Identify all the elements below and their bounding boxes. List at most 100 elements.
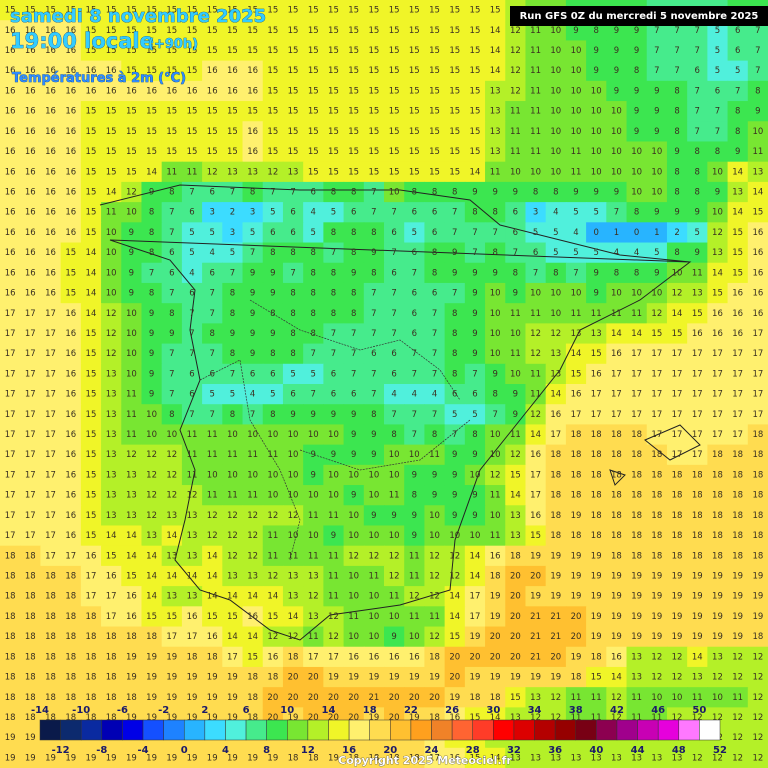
temp-value: 10 bbox=[490, 289, 501, 299]
temp-value: 14 bbox=[490, 26, 501, 36]
temp-value: 13 bbox=[752, 167, 763, 177]
temp-value: 9 bbox=[250, 329, 255, 339]
temp-cell bbox=[444, 222, 466, 244]
temp-cell bbox=[40, 40, 62, 62]
colorbar-label: 26 bbox=[445, 705, 459, 716]
temp-value: 8 bbox=[351, 289, 356, 299]
temp-value: 9 bbox=[129, 289, 134, 299]
temp-value: 12 bbox=[267, 511, 278, 521]
temp-value: 10 bbox=[348, 632, 359, 642]
temp-cell bbox=[60, 384, 82, 405]
temp-cell bbox=[626, 101, 648, 122]
temp-value: 9 bbox=[311, 470, 316, 480]
temp-cell bbox=[707, 202, 729, 223]
temp-cell bbox=[525, 262, 547, 284]
temp-cell bbox=[80, 343, 102, 365]
temp-value: 12 bbox=[752, 713, 763, 723]
temp-cell bbox=[626, 40, 648, 62]
temp-value: 7 bbox=[351, 349, 356, 359]
temp-value: 14 bbox=[449, 592, 460, 602]
temp-value: 6 bbox=[432, 289, 437, 299]
temp-cell bbox=[606, 262, 628, 284]
temp-cell bbox=[262, 323, 284, 345]
temp-value: 5 bbox=[189, 228, 194, 238]
temp-value: 8 bbox=[391, 430, 396, 440]
temp-value: 18 bbox=[45, 632, 56, 642]
temp-cell bbox=[343, 303, 365, 324]
temp-value: 16 bbox=[247, 612, 258, 622]
temp-value: 5 bbox=[573, 248, 578, 258]
temp-value: 8 bbox=[351, 248, 356, 258]
temp-value: 15 bbox=[288, 147, 299, 157]
temp-cell bbox=[141, 161, 163, 183]
temp-value: 13 bbox=[106, 369, 117, 379]
temp-value: 10 bbox=[348, 531, 359, 541]
temp-value: 17 bbox=[631, 349, 642, 359]
temp-value: 7 bbox=[432, 329, 437, 339]
temp-value: 10 bbox=[308, 430, 319, 440]
temp-cell bbox=[727, 80, 749, 102]
temp-cell bbox=[323, 384, 345, 405]
temp-cell bbox=[626, 262, 648, 284]
temp-value: 16 bbox=[25, 167, 36, 177]
temp-value: 18 bbox=[591, 531, 602, 541]
temp-value: 17 bbox=[5, 329, 16, 339]
temp-value: 10 bbox=[288, 430, 299, 440]
temp-value: 10 bbox=[631, 147, 642, 157]
temp-cell bbox=[121, 384, 143, 405]
temp-cell bbox=[262, 20, 284, 42]
temp-cell bbox=[464, 303, 486, 324]
temp-value: 19 bbox=[611, 632, 622, 642]
temp-value: 8 bbox=[290, 309, 295, 319]
temp-value: 18 bbox=[490, 572, 501, 582]
temp-cell bbox=[666, 121, 688, 143]
temp-value: 17 bbox=[732, 410, 743, 420]
temp-value: 10 bbox=[530, 289, 541, 299]
temp-value: 15 bbox=[65, 289, 76, 299]
temp-value: 12 bbox=[389, 572, 400, 582]
temp-value: 15 bbox=[86, 430, 97, 440]
temp-cell bbox=[141, 101, 163, 122]
temp-value: 16 bbox=[65, 127, 76, 137]
temp-value: 16 bbox=[611, 349, 622, 359]
temp-value: 9 bbox=[391, 632, 396, 642]
temp-value: 15 bbox=[470, 86, 481, 96]
temp-value: 17 bbox=[651, 369, 662, 379]
temp-value: 10 bbox=[510, 329, 521, 339]
temp-cell bbox=[363, 384, 385, 405]
temp-value: 7 bbox=[371, 208, 376, 218]
temp-value: 9 bbox=[654, 208, 659, 218]
temp-value: 17 bbox=[308, 652, 319, 662]
temp-cell bbox=[60, 222, 82, 244]
temp-value: 19 bbox=[227, 673, 238, 683]
temp-value: 7 bbox=[230, 268, 235, 278]
temp-cell bbox=[565, 262, 587, 284]
temp-value: 16 bbox=[187, 612, 198, 622]
temp-value: 17 bbox=[45, 329, 56, 339]
temp-value: 18 bbox=[5, 673, 16, 683]
temp-value: 9 bbox=[654, 268, 659, 278]
temp-value: 15 bbox=[328, 66, 339, 76]
temp-value: 18 bbox=[611, 470, 622, 480]
temp-value: 18 bbox=[732, 450, 743, 460]
temp-cell bbox=[161, 40, 183, 62]
colorbar-swatch bbox=[616, 719, 638, 741]
temp-value: 15 bbox=[308, 127, 319, 137]
temp-cell bbox=[485, 222, 506, 244]
temp-cell bbox=[444, 60, 466, 82]
temp-cell bbox=[0, 323, 21, 345]
temp-cell bbox=[161, 101, 183, 122]
temp-value: 13 bbox=[490, 127, 501, 137]
temp-cell bbox=[626, 202, 648, 223]
temp-cell bbox=[727, 363, 749, 385]
temp-value: 12 bbox=[752, 693, 763, 703]
temp-value: 12 bbox=[510, 450, 521, 460]
temp-value: 17 bbox=[25, 470, 36, 480]
temp-cell bbox=[404, 282, 426, 304]
temp-value: 14 bbox=[247, 632, 258, 642]
temp-cell bbox=[343, 202, 365, 223]
temp-value: 18 bbox=[5, 693, 16, 703]
temp-value: 7 bbox=[311, 390, 316, 400]
temp-value: 19 bbox=[429, 673, 440, 683]
temp-value: 9 bbox=[593, 268, 598, 278]
